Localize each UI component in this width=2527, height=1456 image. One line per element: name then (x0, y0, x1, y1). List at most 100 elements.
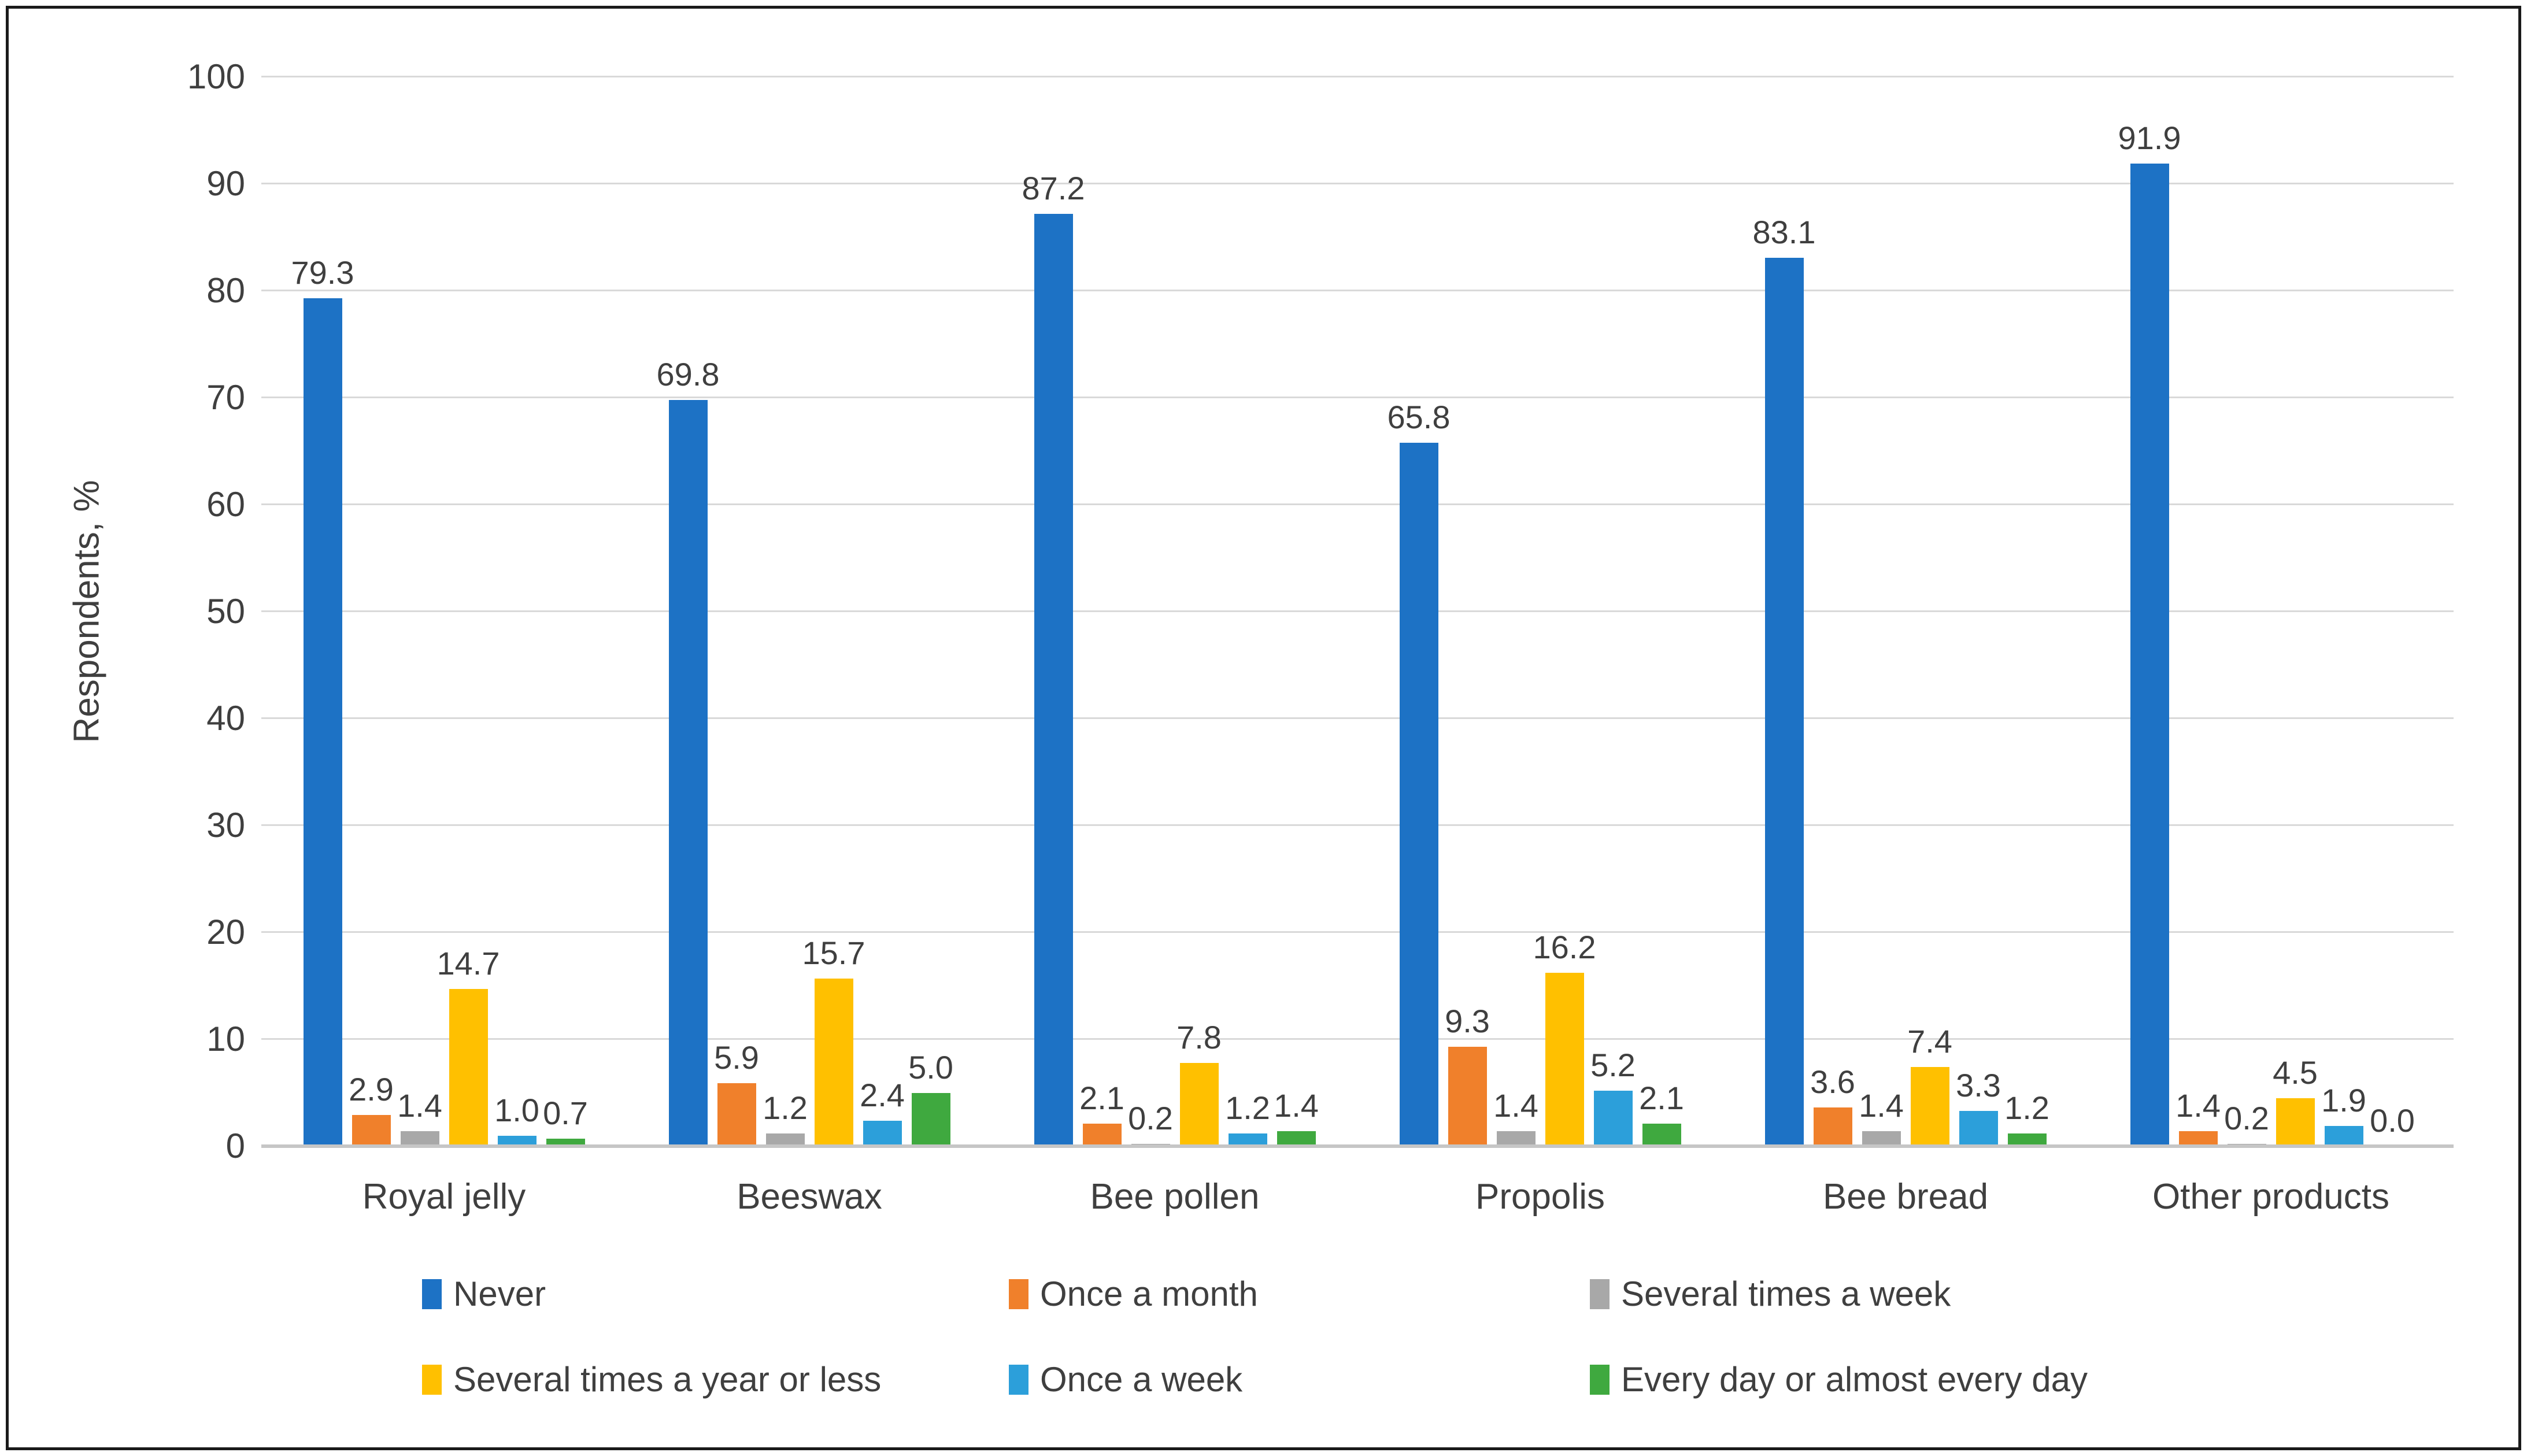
category-group: 79.3 2.9 1.4 14.7 1.0 0.7 Royal jelly (261, 77, 627, 1217)
bar (2324, 1125, 2363, 1146)
bar-value-label: 0.2 (2224, 1100, 2269, 1137)
y-tick-label: 50 (206, 592, 245, 631)
bar-value-label: 1.4 (397, 1087, 442, 1124)
category-group: 69.8 5.9 1.2 15.7 2.4 5.0 Beeswax (627, 77, 992, 1217)
legend-marker-icon (422, 1364, 442, 1395)
bar-value-label: 79.3 (291, 254, 354, 291)
bar-value-label: 9.3 (1445, 1002, 1490, 1039)
y-tick-label: 70 (206, 378, 245, 417)
bar (2178, 1131, 2218, 1146)
legend-item: Several times a year or less (422, 1359, 1009, 1399)
bar-value-label: 1.4 (1493, 1087, 1538, 1124)
bar-value-label: 69.8 (656, 355, 720, 392)
category-group: 65.8 9.3 1.4 16.2 5.2 2.1 Propolis (1357, 77, 1723, 1217)
gridline (261, 183, 2454, 184)
bar-value-label: 4.5 (2273, 1054, 2318, 1091)
bar-value-label: 2.4 (860, 1076, 905, 1113)
bar (1179, 1062, 1219, 1146)
y-tick-label: 0 (225, 1127, 245, 1165)
bar (717, 1083, 756, 1146)
legend-label: Several times a week (1621, 1275, 1951, 1313)
category-label: Beeswax (737, 1177, 882, 1217)
legend-marker-icon (422, 1279, 442, 1309)
legend-item: Every day or almost every day (1590, 1359, 2088, 1399)
bar (449, 989, 488, 1146)
gridline (261, 397, 2454, 398)
category-label: Bee bread (1822, 1177, 1989, 1217)
bar (2276, 1098, 2315, 1146)
category-label: Propolis (1475, 1177, 1605, 1217)
gridline (261, 824, 2454, 826)
gridline (261, 1038, 2454, 1040)
bar-value-label: 0.7 (543, 1095, 588, 1132)
bar (497, 1135, 537, 1146)
y-tick-label: 100 (187, 57, 245, 96)
bar (1862, 1131, 1901, 1146)
y-tick-label: 60 (206, 485, 245, 524)
bar (546, 1139, 585, 1146)
gridline (261, 503, 2454, 505)
bar-value-label: 3.3 (1956, 1066, 2001, 1103)
bar (1448, 1046, 1487, 1146)
legend-label: Once a week (1040, 1360, 1243, 1399)
y-tick-label: 40 (206, 699, 245, 738)
bar-value-label: 3.6 (1810, 1064, 1855, 1101)
bar-value-label: 83.1 (1752, 213, 1816, 250)
y-tick-label: 90 (206, 164, 245, 203)
bar (911, 1092, 950, 1146)
bar-value-label: 1.9 (2321, 1081, 2366, 1118)
y-tick-label: 80 (206, 271, 245, 310)
legend-marker-icon (1009, 1279, 1028, 1309)
legend-label: Once a month (1040, 1275, 1258, 1313)
bar (1910, 1067, 1949, 1146)
legend-marker-icon (1590, 1364, 1610, 1395)
bar (2007, 1133, 2047, 1146)
bar (863, 1120, 902, 1146)
bar-value-label: 15.7 (802, 934, 865, 971)
gridline (261, 931, 2454, 933)
bar-value-label: 1.0 (494, 1091, 539, 1128)
legend-marker-icon (1590, 1279, 1610, 1309)
category-label: Royal jelly (362, 1177, 526, 1217)
bar (668, 399, 708, 1146)
bar-value-label: 5.0 (908, 1049, 953, 1085)
bar (1593, 1090, 1633, 1146)
bar-value-label: 5.2 (1590, 1046, 1636, 1083)
bar-value-label: 1.2 (1225, 1089, 1270, 1126)
plot-area: 79.3 2.9 1.4 14.7 1.0 0.7 Royal jelly 69.8 5.9 1.… (261, 76, 2454, 1217)
bar (765, 1133, 805, 1146)
bar (352, 1115, 391, 1146)
bar-value-label: 0.2 (1128, 1100, 1173, 1137)
legend-label: Never (453, 1275, 546, 1313)
x-axis-line (261, 1144, 2454, 1148)
bar (400, 1131, 439, 1146)
legend-row-1: Never Once a month Several times a week (422, 1274, 1951, 1314)
bar-value-label: 1.4 (2175, 1087, 2221, 1124)
y-tick-label: 10 (206, 1020, 245, 1058)
bar-value-label: 7.4 (1907, 1023, 1952, 1060)
category-label: Bee pollen (1090, 1177, 1260, 1217)
y-tick-label: 30 (206, 806, 245, 844)
bar-value-label: 2.1 (1639, 1080, 1684, 1117)
bar-value-label: 91.9 (2118, 119, 2181, 156)
bar (1959, 1110, 1998, 1146)
bar-value-label: 14.7 (436, 945, 500, 982)
bar (303, 298, 342, 1146)
legend-label: Every day or almost every day (1621, 1360, 2088, 1399)
bar-value-label: 7.8 (1176, 1018, 1222, 1055)
bar-value-label: 1.4 (1859, 1087, 1904, 1124)
legend-row-2: Several times a year or less Once a week E… (422, 1359, 2088, 1399)
legend-item: Once a week (1009, 1359, 1590, 1399)
bar-value-label: 2.9 (349, 1071, 394, 1108)
bar (1228, 1133, 1267, 1146)
bar (1764, 257, 1804, 1146)
bar-value-label: 65.8 (1387, 398, 1451, 435)
bar-value-label: 16.2 (1533, 929, 1596, 966)
bar-value-label: 1.2 (763, 1089, 808, 1126)
legend-marker-icon (1009, 1364, 1028, 1395)
bar (1399, 442, 1438, 1146)
bar (1545, 973, 1584, 1146)
legend-item: Once a month (1009, 1274, 1590, 1314)
gridline (261, 610, 2454, 612)
